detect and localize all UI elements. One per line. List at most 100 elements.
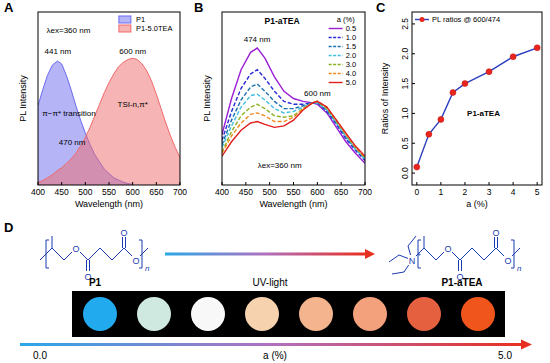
series-line: [222, 70, 365, 161]
x-tick: [513, 182, 514, 185]
y-tick: [412, 143, 415, 144]
x-tick: [109, 182, 110, 185]
legend-line: [329, 55, 343, 56]
x-tick: [132, 182, 133, 185]
bond: [458, 260, 459, 272]
legend-line: [329, 46, 343, 47]
bond: [122, 236, 123, 248]
series-line: [222, 101, 365, 157]
legend: PL ratios @ 600/474: [415, 15, 500, 24]
atom-bg: [72, 243, 80, 253]
x-tick: [293, 182, 294, 185]
emission-color: [407, 297, 441, 331]
plot-frame: [412, 12, 542, 185]
y-tick: [412, 23, 415, 24]
annotation: λex=360 nm: [47, 26, 91, 35]
series-line: [222, 48, 365, 163]
x-tick-label: 2: [463, 187, 468, 197]
marker: [462, 81, 468, 87]
legend-line: [329, 64, 343, 65]
legend-label: 1.0: [346, 33, 356, 42]
legend-title: a (%): [337, 15, 355, 24]
atom-label: N: [409, 256, 416, 266]
atom-label: O: [120, 228, 127, 238]
annotation: 441 nm: [45, 47, 72, 56]
emission-color: [353, 297, 387, 331]
annotation: λex=360 nm: [258, 161, 302, 170]
y-axis-label: PL Intensity: [202, 75, 212, 122]
x-tick-label: 550: [102, 187, 116, 197]
x-tick-label: 400: [215, 187, 229, 197]
series-line: [222, 101, 365, 157]
bond: [52, 236, 53, 248]
emission-color: [299, 297, 333, 331]
plot-area: [414, 45, 540, 170]
legend-label: P1-5.0TEA: [136, 24, 173, 33]
series-line: [222, 94, 365, 159]
atom-label: O: [492, 228, 499, 238]
x-tick: [38, 182, 39, 185]
x-tick-label: 550: [286, 187, 300, 197]
bracket: [511, 240, 514, 268]
x-axis-label: Wavelength (nm): [259, 199, 327, 209]
x-tick: [180, 182, 181, 185]
x-tick-label: 0: [414, 187, 419, 197]
x-tick: [269, 182, 270, 185]
series-line: [417, 48, 537, 167]
y-tick-label: 2.5: [400, 18, 410, 30]
plot-frame: [38, 12, 180, 185]
repeat-label: n: [145, 264, 150, 273]
atom-label: O: [504, 256, 511, 266]
atom-bg: [132, 255, 140, 265]
structure-label: P1-aTEA: [441, 277, 482, 288]
legend-label: PL ratios @ 600/474: [432, 15, 500, 24]
x-tick-label: 400: [31, 187, 45, 197]
annotation: π−π* transition: [42, 109, 96, 118]
emission-color: [83, 297, 117, 331]
scale-arrow: [20, 343, 522, 346]
marker: [450, 90, 456, 96]
marker: [510, 54, 516, 60]
y-tick: [412, 113, 415, 114]
legend-label: P1: [136, 15, 145, 24]
legend-marker: [420, 17, 425, 22]
series-line: [222, 101, 365, 156]
atom-bg: [492, 227, 500, 237]
atom-bg: [444, 243, 452, 253]
atom-bg: [120, 227, 128, 237]
x-tick-label: 600: [126, 187, 140, 197]
x-tick: [222, 182, 223, 185]
x-tick-label: 500: [263, 187, 277, 197]
x-tick: [416, 182, 417, 185]
marker: [426, 131, 432, 137]
scale-label: 5.0: [498, 350, 512, 361]
figure: A400450500550600650700Wavelength (nm)PL …: [0, 0, 550, 363]
x-tick-label: 700: [358, 187, 372, 197]
series-line: [38, 58, 180, 182]
legend: P1P1-5.0TEA: [119, 15, 173, 33]
x-tick-label: 450: [239, 187, 253, 197]
x-tick-label: 700: [173, 187, 187, 197]
area-fill: [38, 58, 180, 185]
legend: a (%)0.51.01.52.03.04.05.0: [329, 15, 356, 87]
bond: [494, 236, 495, 248]
legend-swatch: [119, 25, 131, 32]
repeat-label: n: [517, 264, 522, 273]
emission-color: [191, 297, 225, 331]
bond: [497, 236, 498, 248]
legend-label: 2.0: [346, 51, 356, 60]
emission-color: [137, 297, 171, 331]
annotation: 600 nm: [304, 89, 331, 98]
plot-area: [222, 48, 365, 163]
y-tick-label: 0.5: [400, 137, 410, 149]
x-tick: [85, 182, 86, 185]
panel-letter: D: [4, 220, 13, 235]
y-tick: [412, 53, 415, 54]
series-line: [222, 84, 365, 159]
x-tick-label: 1: [439, 187, 444, 197]
marker: [486, 69, 492, 75]
bond: [424, 236, 425, 248]
y-tick-label: 1.5: [400, 77, 410, 89]
x-axis-label: Wavelength (nm): [75, 199, 143, 209]
annotation: 600 nm: [119, 47, 146, 56]
